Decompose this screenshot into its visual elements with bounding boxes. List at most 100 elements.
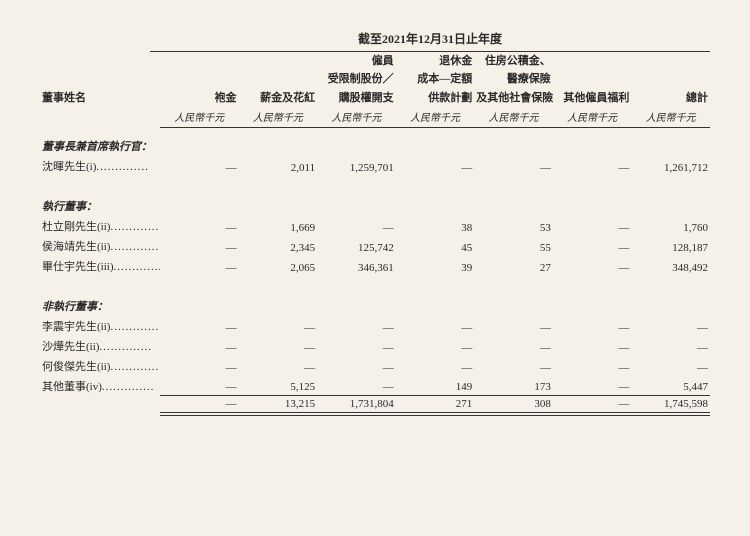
col-c5-l3: 及其他社會保險: [474, 89, 553, 107]
total-c1: —: [160, 396, 239, 415]
cell: 53: [474, 216, 553, 236]
cell: 1,259,701: [317, 156, 396, 176]
total-c6: —: [553, 396, 632, 415]
col-c6: 其他僱員福利: [553, 52, 632, 107]
cell: 128,187: [631, 236, 710, 256]
col-c1: 袍金: [160, 52, 239, 107]
row-other: 其他董事(iv) — 5,125 — 149 173 — 5,447: [40, 376, 710, 396]
col-c7: 總計: [631, 52, 710, 107]
cell: 125,742: [317, 236, 396, 256]
cell: 173: [474, 376, 553, 396]
row-bi: 畢仕宇先生(iii) — 2,065 346,361 39 27 — 348,4…: [40, 256, 710, 276]
unit-c1: 人民幣千元: [160, 107, 239, 128]
cell: 346,361: [317, 256, 396, 276]
section-ceo: 董事長兼首席執行官：: [40, 127, 710, 156]
unit-c2: 人民幣千元: [239, 107, 318, 128]
col-c3-l3: 購股權開支: [317, 89, 396, 107]
total-c7: 1,745,598: [631, 396, 710, 415]
cell: 348,492: [631, 256, 710, 276]
cell: —: [239, 356, 318, 376]
col-c4-l3: 供款計劃: [396, 89, 475, 107]
cell: —: [474, 336, 553, 356]
total-c4: 271: [396, 396, 475, 415]
col-c3-l2: 受限制股份／: [317, 70, 396, 88]
name-sha: 沙燁先生(ii): [42, 341, 152, 353]
total-c3: 1,731,804: [317, 396, 396, 415]
cell: —: [474, 156, 553, 176]
name-bi: 畢仕宇先生(iii): [42, 261, 160, 273]
section-exec: 執行董事：: [40, 188, 710, 216]
cell: —: [317, 376, 396, 396]
cell: 1,261,712: [631, 156, 710, 176]
cell: —: [160, 236, 239, 256]
compensation-table: 董事姓名 袍金 薪金及花紅 僱員 退休金 住房公積金、 其他僱員福利 總計 受限…: [40, 52, 710, 416]
cell: 1,760: [631, 216, 710, 236]
row-hou: 侯海靖先生(ii) — 2,345 125,742 45 55 — 128,18…: [40, 236, 710, 256]
cell: 2,345: [239, 236, 318, 256]
unit-c3: 人民幣千元: [317, 107, 396, 128]
total-c2: 13,215: [239, 396, 318, 415]
cell: —: [553, 316, 632, 336]
row-he: 何俊傑先生(ii) — — — — — — —: [40, 356, 710, 376]
cell: 149: [396, 376, 475, 396]
row-total: — 13,215 1,731,804 271 308 — 1,745,598: [40, 396, 710, 415]
cell: —: [160, 376, 239, 396]
cell: —: [160, 216, 239, 236]
col-name-header: 董事姓名: [40, 52, 160, 107]
cell: —: [553, 356, 632, 376]
cell: 55: [474, 236, 553, 256]
cell: 27: [474, 256, 553, 276]
col-c4-l2: 成本—定額: [396, 70, 475, 88]
cell: —: [160, 256, 239, 276]
unit-c6: 人民幣千元: [553, 107, 632, 128]
name-hou: 侯海靖先生(ii): [42, 241, 160, 253]
cell: —: [631, 336, 710, 356]
row-sha: 沙燁先生(ii) — — — — — — —: [40, 336, 710, 356]
cell: 5,447: [631, 376, 710, 396]
col-c4-l1: 退休金: [396, 52, 475, 70]
row-li: 李震宇先生(ii) — — — — — — —: [40, 316, 710, 336]
cell: —: [396, 356, 475, 376]
cell: 45: [396, 236, 475, 256]
col-c3-l1: 僱員: [317, 52, 396, 70]
total-c5: 308: [474, 396, 553, 415]
cell: —: [631, 316, 710, 336]
col-c5-l1: 住房公積金、: [474, 52, 553, 70]
cell: 38: [396, 216, 475, 236]
cell: 5,125: [239, 376, 318, 396]
cell: —: [239, 336, 318, 356]
cell: —: [396, 316, 475, 336]
col-c5-l2: 醫療保險: [474, 70, 553, 88]
cell: —: [553, 376, 632, 396]
cell: —: [553, 156, 632, 176]
unit-c7: 人民幣千元: [631, 107, 710, 128]
cell: —: [474, 316, 553, 336]
name-he: 何俊傑先生(ii): [42, 361, 160, 373]
unit-c5: 人民幣千元: [474, 107, 553, 128]
cell: —: [553, 336, 632, 356]
cell: —: [396, 336, 475, 356]
cell: —: [553, 236, 632, 256]
cell: —: [317, 356, 396, 376]
cell: —: [317, 316, 396, 336]
cell: —: [553, 216, 632, 236]
name-du: 杜立剛先生(ii): [42, 221, 160, 233]
col-c2: 薪金及花紅: [239, 52, 318, 107]
cell: —: [160, 156, 239, 176]
name-li: 李震宇先生(ii): [42, 321, 160, 333]
name-shen: 沈暉先生(i): [42, 161, 149, 173]
row-shen: 沈暉先生(i) — 2,011 1,259,701 — — — 1,261,71…: [40, 156, 710, 176]
cell: —: [160, 316, 239, 336]
section-nonexec: 非執行董事：: [40, 288, 710, 316]
cell: 1,669: [239, 216, 318, 236]
cell: —: [160, 356, 239, 376]
cell: 2,011: [239, 156, 318, 176]
period-title: 截至2021年12月31日止年度: [150, 30, 710, 52]
unit-c4: 人民幣千元: [396, 107, 475, 128]
name-other: 其他董事(iv): [42, 381, 154, 393]
cell: —: [317, 336, 396, 356]
cell: —: [631, 356, 710, 376]
cell: 2,065: [239, 256, 318, 276]
cell: —: [160, 336, 239, 356]
cell: —: [317, 216, 396, 236]
